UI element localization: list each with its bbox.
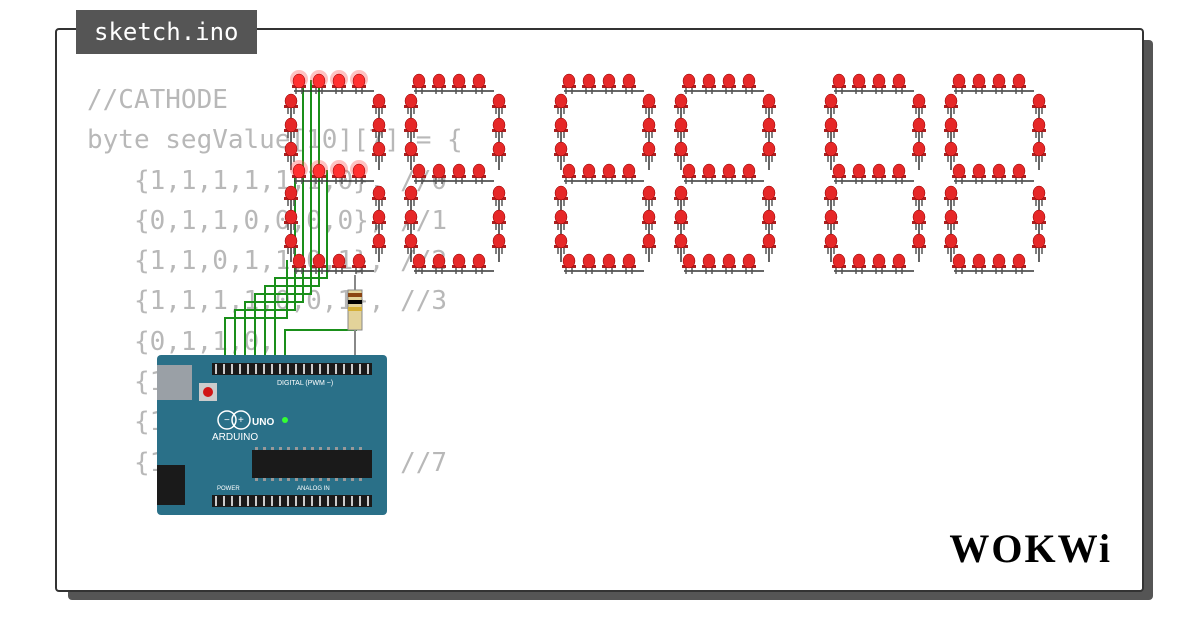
svg-text:ARDUINO: ARDUINO bbox=[212, 432, 258, 443]
wokwi-logo: WOKWi bbox=[949, 525, 1112, 572]
simulator-card: //CATHODE byte segValue[10][7] = { {1,1,… bbox=[55, 28, 1144, 592]
svg-text:POWER: POWER bbox=[217, 486, 240, 492]
svg-text:UNO: UNO bbox=[252, 417, 274, 428]
svg-text:ANALOG IN: ANALOG IN bbox=[297, 486, 330, 492]
file-tab[interactable]: sketch.ino bbox=[76, 10, 257, 54]
svg-text:−: − bbox=[224, 415, 230, 426]
svg-text:DIGITAL (PWM ~): DIGITAL (PWM ~) bbox=[277, 380, 333, 387]
arduino-uno: DIGITAL (PWM ~) − + UNO ARDUINO POWER AN… bbox=[157, 355, 387, 515]
circuit-diagram: DIGITAL (PWM ~) − + UNO ARDUINO POWER AN… bbox=[57, 30, 1142, 590]
svg-text:+: + bbox=[238, 415, 244, 426]
